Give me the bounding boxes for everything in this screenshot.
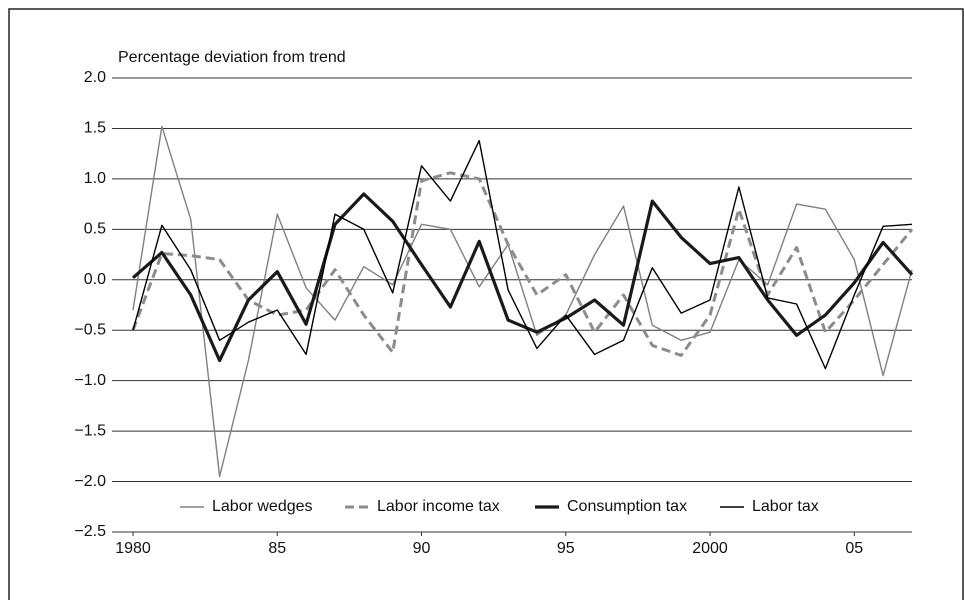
- series-line: [131, 171, 914, 357]
- y-tick-label: −2.5: [74, 523, 106, 540]
- y-tick-label: 2.0: [84, 69, 106, 86]
- y-tick-label: −2.0: [74, 473, 106, 490]
- y-tick-label: −1.5: [74, 422, 106, 439]
- y-tick-label: 1.0: [84, 170, 106, 187]
- legend-label: Labor income tax: [377, 498, 500, 515]
- x-tick-label: 1980: [115, 540, 151, 557]
- x-tick-label: 05: [845, 540, 863, 557]
- y-axis-label: Percentage deviation from trend: [118, 49, 346, 66]
- frame: [8, 8, 964, 600]
- legend-label: Consumption tax: [567, 498, 687, 515]
- x-tick-label: 95: [557, 540, 575, 557]
- legend-label: Labor tax: [752, 498, 819, 515]
- x-tick-label: 2000: [692, 540, 728, 557]
- y-tick-label: 1.5: [84, 120, 106, 137]
- legend-label: Labor wedges: [212, 498, 313, 515]
- x-tick-label: 90: [413, 540, 431, 557]
- series-line: [131, 192, 914, 363]
- legend-bg: [529, 496, 706, 518]
- series-line: [132, 139, 913, 370]
- y-tick-label: −0.5: [74, 321, 106, 338]
- legend-bg: [174, 496, 331, 518]
- y-tick-label: 0.0: [84, 271, 106, 288]
- legend-bg: [339, 496, 521, 518]
- y-tick-label: −1.0: [74, 372, 106, 389]
- x-tick-label: 85: [268, 540, 286, 557]
- legend-bg: [714, 496, 831, 518]
- y-tick-label: 0.5: [84, 221, 106, 238]
